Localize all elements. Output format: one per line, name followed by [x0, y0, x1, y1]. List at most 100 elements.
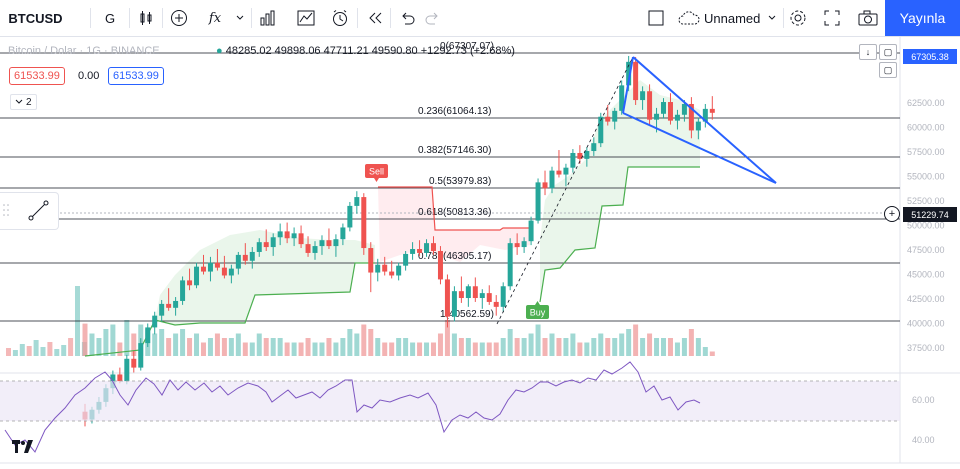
candle-body: [277, 231, 283, 238]
add-alert-icon[interactable]: +: [884, 206, 900, 222]
candle: [173, 297, 179, 316]
candle: [263, 229, 269, 251]
layout-name[interactable]: Unnamed: [704, 10, 761, 26]
status-dot: ●: [216, 45, 223, 57]
volume-bar: [626, 329, 632, 356]
replay-icon[interactable]: [365, 0, 385, 36]
candle-body: [131, 358, 137, 368]
candle: [298, 225, 304, 249]
drawings[interactable]: Sell Buy: [365, 56, 777, 325]
sell-signal-box: [365, 164, 388, 178]
candle: [284, 222, 290, 244]
undo-icon[interactable]: [397, 0, 417, 36]
scale-down-icon[interactable]: ↓: [859, 44, 877, 60]
volume-bar: [500, 338, 506, 356]
candle-body: [312, 246, 318, 253]
candle-body: [396, 265, 402, 276]
candle: [312, 241, 318, 260]
drawing-tool-panel: [0, 192, 59, 230]
volume-bar: [263, 338, 269, 356]
candle: [667, 93, 673, 125]
volume-bar: [242, 342, 248, 356]
candle-body: [500, 286, 506, 307]
candle: [117, 367, 123, 384]
sell-signal[interactable]: Sell: [365, 164, 388, 182]
candles-icon[interactable]: [136, 0, 156, 36]
scale-options-icon[interactable]: ▢: [879, 44, 897, 60]
trend-line-tool-icon[interactable]: [0, 193, 58, 229]
candle: [389, 260, 395, 279]
wedge-left-line[interactable]: [622, 56, 634, 114]
buy-signal[interactable]: Buy: [526, 301, 549, 319]
candle: [514, 233, 520, 255]
candle-body: [674, 114, 680, 121]
volume-bar: [347, 329, 353, 356]
sell-price-button[interactable]: 61533.99: [9, 67, 65, 85]
candle-body: [152, 315, 158, 328]
volume-bar: [702, 347, 708, 356]
volume-bar: [214, 333, 220, 356]
gear-icon[interactable]: [788, 0, 808, 36]
candle-body: [333, 239, 339, 247]
top-price-tag: 67305.38: [903, 49, 957, 64]
ohlc-legend: ● 48285.02 49898.06 47711.21 49590.80 +1…: [216, 45, 515, 57]
symbol-search[interactable]: BTCUSD: [8, 10, 63, 26]
indicators-button[interactable]: fx: [208, 10, 222, 26]
volume-bar: [103, 329, 109, 356]
wedge-top-line[interactable]: [632, 56, 777, 184]
indicators-toggle[interactable]: 2: [10, 94, 37, 110]
volume-bar: [472, 342, 478, 356]
candle: [451, 286, 457, 322]
volume-bar: [479, 342, 485, 356]
divider: [390, 8, 391, 28]
volume-bar: [695, 338, 701, 356]
compare-add-icon[interactable]: [169, 0, 189, 36]
candle: [347, 201, 353, 232]
candle-body: [605, 116, 611, 122]
interval-selector[interactable]: G: [104, 10, 116, 26]
candle: [228, 264, 234, 284]
volume-bar: [277, 338, 283, 356]
wedge-bottom-line[interactable]: [622, 112, 777, 184]
price-chart[interactable]: 0.236(61064.13) 0.382(57146.30) 0.5(53979.…: [0, 37, 960, 469]
volume-bar: [305, 338, 311, 356]
chevron-down-icon[interactable]: [764, 0, 780, 36]
candle-body: [221, 267, 227, 276]
crosshair-price-tag: 51229.74: [903, 207, 957, 222]
candle: [605, 104, 611, 126]
fib-trend-line[interactable]: [496, 56, 634, 325]
buy-price-button[interactable]: 61533.99: [108, 67, 164, 85]
candle-body: [340, 227, 346, 240]
chevron-down-icon[interactable]: [232, 0, 248, 36]
expand-icon[interactable]: [822, 0, 842, 36]
volume-bar: [207, 338, 213, 356]
candle: [166, 288, 172, 311]
supertrend-up-line: [539, 166, 700, 303]
volume-bar: [507, 329, 513, 356]
candle: [472, 277, 478, 302]
redo-icon[interactable]: [423, 0, 443, 36]
candle: [403, 250, 409, 271]
candle-body: [347, 205, 353, 228]
volume-bar: [591, 338, 597, 356]
candle: [242, 243, 248, 265]
camera-icon[interactable]: [857, 0, 879, 36]
bar-chart-icon[interactable]: [258, 0, 278, 36]
candle: [319, 235, 325, 255]
alert-clock-icon[interactable]: [330, 0, 350, 36]
scale-options-icon[interactable]: ▢: [879, 62, 897, 78]
candle: [375, 258, 381, 282]
volume-bar: [284, 342, 290, 356]
candle-body: [361, 197, 367, 249]
price-axis-tick: 52500.00: [907, 196, 945, 206]
volume-bar: [159, 329, 165, 356]
fullscreen-toggle-icon[interactable]: [646, 0, 666, 36]
publish-button[interactable]: Yayınla: [885, 0, 960, 36]
price-axis-tick: 57500.00: [907, 147, 945, 157]
templates-icon[interactable]: [296, 0, 316, 36]
candle: [207, 256, 213, 282]
candle: [194, 262, 200, 289]
buy-signal-box: [526, 305, 549, 319]
candle-body: [570, 152, 576, 168]
price-axis-tick: 45000.00: [907, 270, 945, 280]
